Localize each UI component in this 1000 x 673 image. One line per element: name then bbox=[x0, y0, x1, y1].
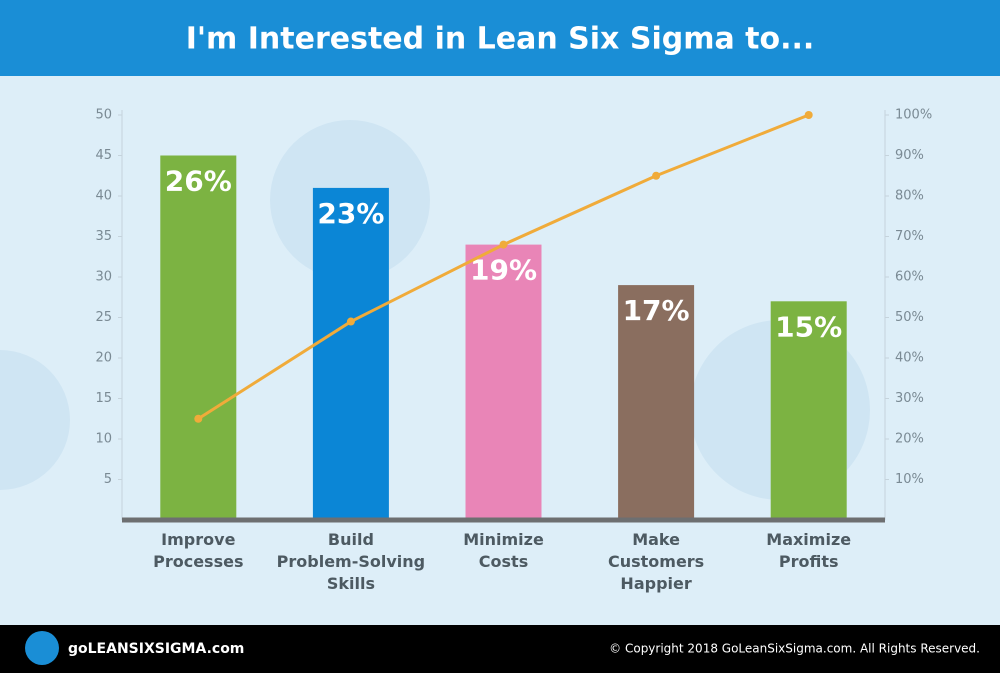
header bbox=[0, 0, 1000, 76]
y-tick-label: 25 bbox=[95, 310, 112, 325]
bar bbox=[618, 285, 695, 520]
x-tick-label-line: Make bbox=[632, 530, 680, 549]
bar-label: 15% bbox=[775, 310, 842, 343]
line-point bbox=[346, 317, 355, 326]
x-tick-label-line: Profits bbox=[779, 552, 839, 571]
x-tick-label-line: Problem-Solving bbox=[277, 552, 425, 571]
x-tick-label-line: Minimize bbox=[463, 530, 544, 549]
y2-tick-label: 100% bbox=[895, 108, 932, 123]
bar bbox=[770, 301, 847, 520]
y2-tick-label: 60% bbox=[895, 270, 924, 285]
y-tick-label: 10 bbox=[95, 432, 112, 447]
decor bbox=[0, 350, 70, 490]
y-tick-label: 20 bbox=[95, 351, 112, 366]
y2-tick-label: 70% bbox=[895, 229, 924, 244]
line-point bbox=[499, 240, 508, 249]
x-tick-label-line: Happier bbox=[620, 574, 691, 593]
x-tick-label-line: Processes bbox=[153, 552, 243, 571]
logo-icon bbox=[25, 631, 59, 665]
y-tick-label: 40 bbox=[95, 189, 112, 204]
chart-title: I'm Interested in Lean Six Sigma to... bbox=[186, 22, 815, 57]
x-tick-label: Maximize Profits bbox=[766, 530, 851, 571]
bar-label: 17% bbox=[623, 294, 690, 327]
x-tick-label-line: Costs bbox=[479, 552, 528, 571]
line-point bbox=[804, 111, 813, 119]
y2-tick-label: 30% bbox=[895, 391, 924, 406]
y-tick-label: 15 bbox=[95, 391, 112, 406]
bar bbox=[312, 187, 389, 520]
x-tick-label: Make Customers Happier bbox=[608, 530, 704, 593]
x-tick-label: Minimize Costs bbox=[463, 530, 544, 571]
y2-tick-label: 20% bbox=[895, 432, 924, 447]
y-tick-label: 5 bbox=[104, 472, 112, 487]
x-tick-label-line: Improve bbox=[161, 530, 235, 549]
x-tick-label-line: Customers bbox=[608, 552, 704, 571]
x-tick-label-line: Build bbox=[328, 530, 374, 549]
y-tick-label: 45 bbox=[95, 148, 112, 163]
y-tick-label: 35 bbox=[95, 229, 112, 244]
y-tick-label: 50 bbox=[95, 108, 112, 123]
line-point bbox=[652, 171, 661, 180]
copyright: © Copyright 2018 GoLeanSixSigma.com. All… bbox=[609, 642, 980, 656]
y2-tick-label: 90% bbox=[895, 148, 924, 163]
bar-label: 19% bbox=[470, 254, 537, 287]
footer bbox=[0, 625, 1000, 673]
x-tick-label-line: Skills bbox=[327, 574, 375, 593]
y2-tick-label: 50% bbox=[895, 310, 924, 325]
bar-label: 26% bbox=[165, 165, 232, 198]
x-tick-label-line: Maximize bbox=[766, 530, 851, 549]
bar-label: 23% bbox=[317, 197, 384, 230]
y2-tick-label: 40% bbox=[895, 351, 924, 366]
bar bbox=[160, 155, 237, 520]
logo-text: goLEANSIXSIGMA.com bbox=[68, 641, 244, 657]
bar bbox=[465, 244, 542, 520]
line-point bbox=[194, 414, 203, 423]
y-tick-label: 30 bbox=[95, 270, 112, 285]
y2-tick-label: 10% bbox=[895, 472, 924, 487]
y2-tick-label: 80% bbox=[895, 189, 924, 204]
x-tick-label: Improve Processes bbox=[153, 530, 243, 571]
x-tick-label: Build Problem-Solving Skills bbox=[277, 530, 425, 593]
